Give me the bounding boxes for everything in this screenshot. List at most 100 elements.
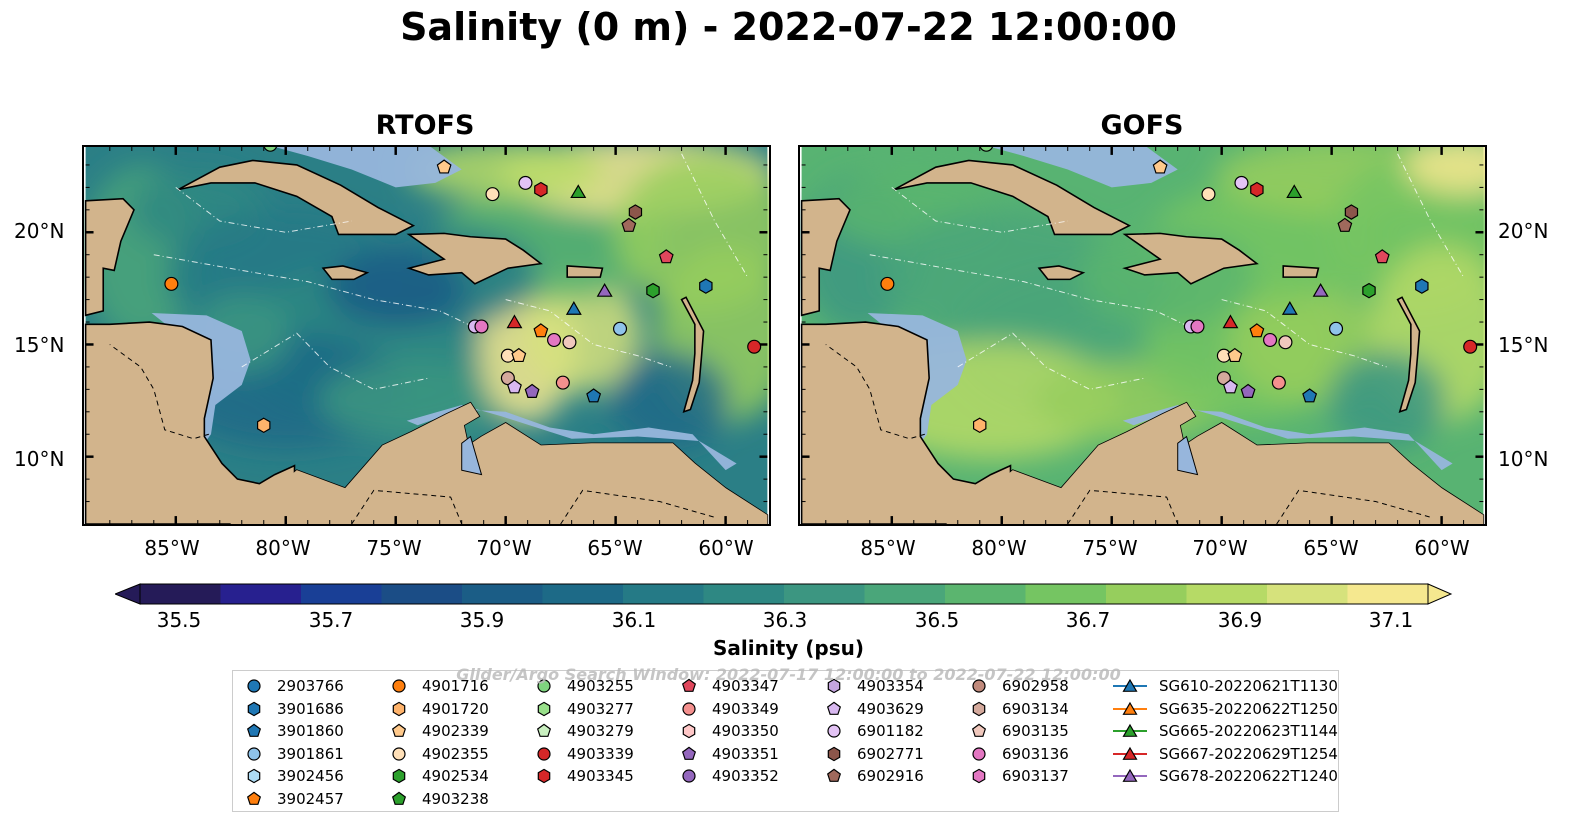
eez-boundary xyxy=(1397,153,1465,278)
legend-item: 4903349 xyxy=(678,698,779,721)
colorbar-segment xyxy=(784,584,865,604)
cuba-landmass xyxy=(177,159,416,236)
legend-item: 6901182 xyxy=(823,720,924,743)
yucatan-landmass xyxy=(800,197,851,317)
colorbar-tick-label: 36.5 xyxy=(914,608,960,632)
legend-marker-icon xyxy=(246,791,262,805)
float-marker xyxy=(1415,278,1429,294)
legend-marker-icon xyxy=(392,768,406,784)
legend-label: 6903137 xyxy=(1002,767,1069,786)
jamaica-landmass xyxy=(321,265,370,281)
legend-marker-icon xyxy=(827,724,841,738)
legend-marker-icon xyxy=(247,768,261,784)
legend-label: 4903350 xyxy=(712,722,779,741)
legend-item: 4903629 xyxy=(823,698,924,721)
legend-label: 6901182 xyxy=(857,722,924,741)
float-marker xyxy=(880,276,895,291)
colorbar-segment xyxy=(1106,584,1187,604)
legend-label: 4903629 xyxy=(857,699,924,718)
colorbar-segment xyxy=(542,584,624,604)
float-marker xyxy=(1222,314,1239,329)
puerto-rico-landmass xyxy=(566,265,604,278)
legend-marker xyxy=(246,723,262,738)
eez-boundary xyxy=(241,332,429,390)
legend-marker-icon xyxy=(1113,746,1147,760)
eez-boundary xyxy=(681,153,749,278)
float-marker xyxy=(658,249,674,264)
eez-boundary xyxy=(175,186,352,233)
legend-marker xyxy=(972,701,986,717)
float-marker xyxy=(1223,379,1238,394)
legend-item: SG665-20220623T1144 xyxy=(1113,720,1338,743)
colorbar-segment xyxy=(1186,584,1268,604)
legend-marker xyxy=(392,747,406,761)
legend-marker-icon xyxy=(681,678,697,693)
legend-label: 6902958 xyxy=(1002,677,1069,696)
float-marker xyxy=(1227,347,1243,363)
legend-marker-icon xyxy=(681,746,697,760)
colorbar-max-extend xyxy=(1427,583,1453,605)
legend-marker-icon xyxy=(827,678,841,694)
float-marker xyxy=(1312,282,1329,297)
hispaniola-landmass xyxy=(406,232,543,285)
legend-marker xyxy=(392,679,406,693)
legend-item: 4903255 xyxy=(533,675,634,698)
float-marker xyxy=(565,300,582,315)
legend-marker xyxy=(391,723,407,738)
legend-item: 4903277 xyxy=(533,698,634,721)
float-marker xyxy=(436,159,452,174)
legend-marker-icon xyxy=(972,701,986,717)
lat-tick-right-10: 10°N xyxy=(1498,447,1549,471)
legend-item: 4902339 xyxy=(388,720,489,743)
float-marker xyxy=(1190,319,1205,334)
float-marker xyxy=(507,379,522,394)
legend-marker xyxy=(537,701,551,717)
legend-marker xyxy=(537,679,551,693)
legend-marker xyxy=(391,791,407,805)
legend-marker-icon xyxy=(247,679,261,693)
float-marker xyxy=(533,323,549,338)
colorbar-segment xyxy=(381,584,463,604)
search-window-watermark: Glider/Argo Search Window: 2022-07-17 12… xyxy=(456,665,1121,684)
float-marker xyxy=(1250,181,1264,198)
legend-label: 4903277 xyxy=(567,699,634,718)
south-america-fill xyxy=(940,402,1484,524)
legend-label: SG678-20220622T1240 xyxy=(1159,767,1338,786)
lat-tick-left-15: 15°N xyxy=(14,333,65,357)
float-marker xyxy=(1152,159,1168,174)
float-marker xyxy=(485,187,500,202)
cuba-landmass xyxy=(893,159,1132,236)
legend-label: 6903134 xyxy=(1002,699,1069,718)
legend-marker-icon xyxy=(827,746,841,762)
float-marker xyxy=(555,375,570,390)
legend-marker xyxy=(682,769,696,783)
legend-label: 4903238 xyxy=(422,789,489,808)
legend-item: 4903339 xyxy=(533,743,634,766)
lon-tick-rtofs-80: 80°W xyxy=(255,536,311,560)
country-border xyxy=(1276,489,1431,524)
legend-column: SG610-20220621T1130 SG635-20220622T1250 SG… xyxy=(1113,675,1338,788)
float-marker xyxy=(596,282,613,297)
legend-label: 3901860 xyxy=(277,722,344,741)
legend-label: 3902457 xyxy=(277,789,344,808)
legend-column: 2903766 3901686 3901860 3901861 3902456 39024… xyxy=(243,675,344,810)
legend-marker xyxy=(972,768,986,784)
legend: 2903766 3901686 3901860 3901861 3902456 39024… xyxy=(232,670,1339,812)
shallow-shelf xyxy=(274,147,462,188)
float-marker xyxy=(506,314,523,329)
lon-tick-gofs-65: 65°W xyxy=(1303,536,1359,560)
legend-marker xyxy=(827,724,841,738)
float-marker xyxy=(511,347,527,363)
legend-item: 4903238 xyxy=(388,788,489,811)
lon-tick-rtofs-65: 65°W xyxy=(587,536,643,560)
colorbar-segment xyxy=(1347,584,1429,604)
colorbar-tick-label: 37.1 xyxy=(1368,608,1414,632)
legend-label: 4901720 xyxy=(422,699,489,718)
lon-tick-rtofs-70: 70°W xyxy=(476,536,532,560)
colorbar-tick-label: 35.5 xyxy=(156,608,202,632)
colorbar-tick-label: 35.7 xyxy=(308,608,354,632)
legend-marker-icon xyxy=(391,791,407,805)
lesser-antilles-landmass xyxy=(680,296,705,414)
legend-label: 3901686 xyxy=(277,699,344,718)
legend-item: 2903766 xyxy=(243,675,344,698)
